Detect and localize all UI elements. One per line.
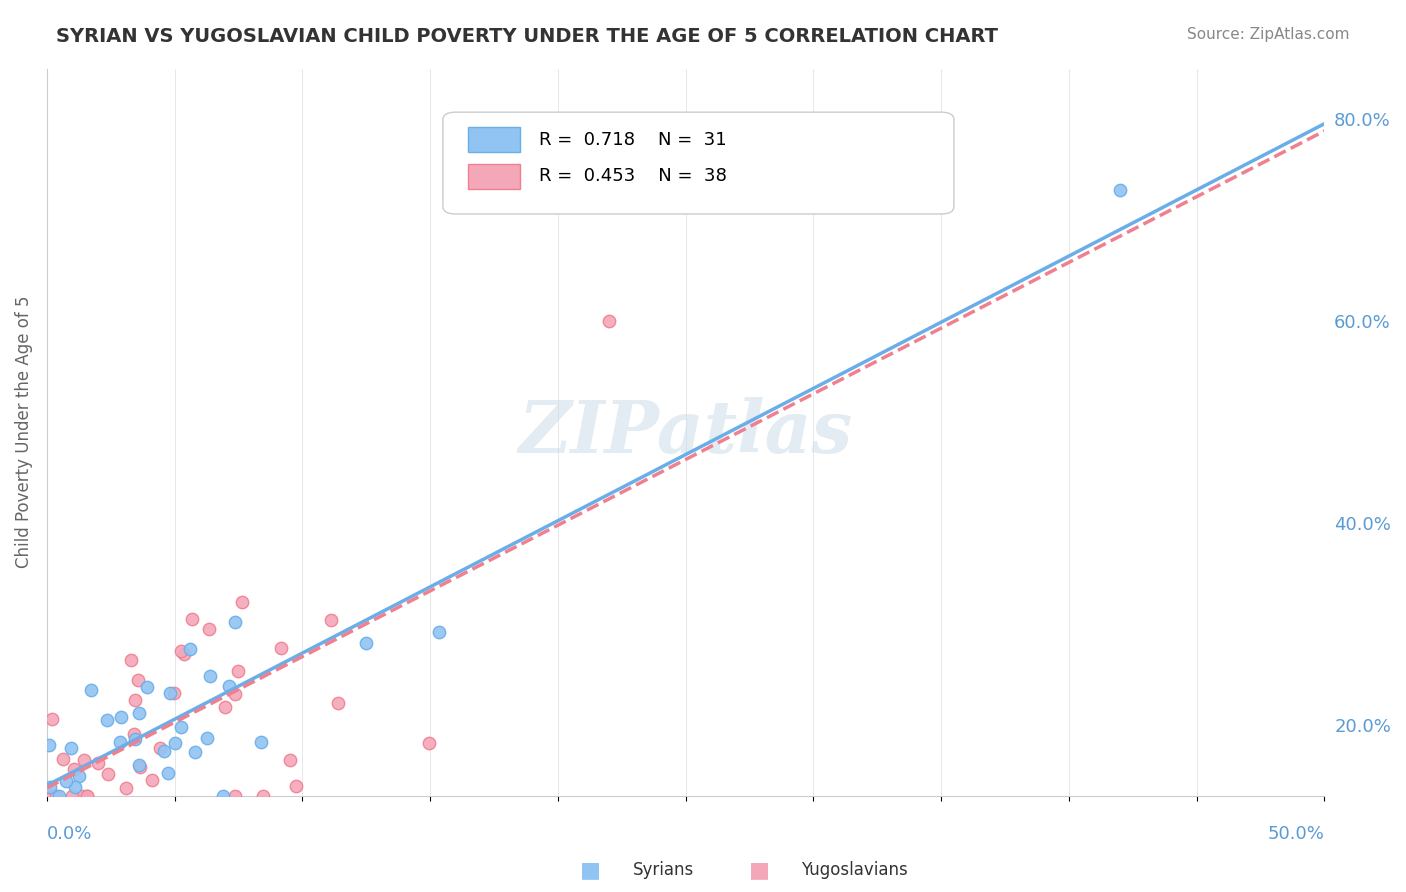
Point	[124, 732, 146, 747]
Point	[427, 624, 450, 639]
Text: Source: ZipAtlas.com: Source: ZipAtlas.com	[1187, 27, 1350, 42]
Point	[87, 756, 110, 771]
Point	[218, 679, 240, 693]
Point	[159, 686, 181, 700]
Text: ■: ■	[749, 860, 769, 880]
Text: SYRIAN VS YUGOSLAVIAN CHILD POVERTY UNDER THE AGE OF 5 CORRELATION CHART: SYRIAN VS YUGOSLAVIAN CHILD POVERTY UNDE…	[56, 27, 998, 45]
Point	[60, 789, 83, 803]
Point	[165, 736, 187, 750]
Point	[183, 745, 205, 759]
Point	[270, 640, 292, 655]
Point	[41, 789, 63, 803]
Point	[224, 687, 246, 701]
Point	[128, 706, 150, 721]
Text: 0.0%: 0.0%	[46, 825, 93, 843]
Point	[110, 710, 132, 724]
Text: Yugoslavians: Yugoslavians	[801, 861, 908, 879]
Point	[173, 647, 195, 661]
Point	[122, 727, 145, 741]
Text: R =  0.718    N =  31: R = 0.718 N = 31	[538, 131, 727, 149]
Point	[129, 760, 152, 774]
Point	[52, 752, 75, 766]
Point	[156, 765, 179, 780]
Point	[96, 713, 118, 727]
Point	[328, 696, 350, 710]
Point	[252, 789, 274, 803]
Point	[1109, 183, 1132, 197]
Point	[418, 736, 440, 750]
Point	[120, 653, 142, 667]
Point	[97, 767, 120, 781]
Point	[214, 700, 236, 714]
Point	[141, 773, 163, 788]
Text: R =  0.453    N =  38: R = 0.453 N = 38	[538, 167, 727, 186]
Point	[76, 789, 98, 803]
Point	[224, 615, 246, 629]
Text: Syrians: Syrians	[633, 861, 695, 879]
Point	[59, 740, 82, 755]
Point	[135, 680, 157, 694]
Point	[170, 720, 193, 734]
Point	[149, 741, 172, 756]
Point	[284, 779, 307, 793]
Text: ZIPatlas: ZIPatlas	[519, 397, 852, 467]
Point	[63, 780, 86, 794]
FancyBboxPatch shape	[443, 112, 953, 214]
Point	[38, 780, 60, 794]
Point	[198, 622, 221, 636]
Point	[55, 773, 77, 788]
Point	[278, 753, 301, 767]
Point	[354, 636, 377, 650]
Point	[115, 781, 138, 796]
Y-axis label: Child Poverty Under the Age of 5: Child Poverty Under the Age of 5	[15, 296, 32, 568]
Text: 50.0%: 50.0%	[1268, 825, 1324, 843]
Point	[319, 613, 342, 627]
Point	[76, 789, 98, 803]
Point	[179, 642, 201, 657]
Point	[181, 612, 204, 626]
Point	[250, 735, 273, 749]
Point	[195, 731, 218, 745]
Point	[163, 685, 186, 699]
Point	[170, 644, 193, 658]
Point	[108, 735, 131, 749]
Point	[67, 769, 90, 783]
FancyBboxPatch shape	[468, 128, 520, 153]
Point	[226, 665, 249, 679]
Point	[41, 712, 63, 726]
Point	[127, 673, 149, 687]
FancyBboxPatch shape	[468, 164, 520, 188]
Point	[70, 789, 93, 803]
Point	[200, 668, 222, 682]
Point	[38, 738, 60, 752]
Point	[231, 595, 253, 609]
Point	[128, 757, 150, 772]
Point	[224, 789, 246, 803]
Point	[212, 789, 235, 803]
Point	[63, 762, 86, 776]
Text: ■: ■	[581, 860, 600, 880]
Point	[153, 744, 176, 758]
Point	[598, 314, 620, 328]
Point	[45, 789, 67, 803]
Point	[124, 692, 146, 706]
Point	[73, 754, 96, 768]
Point	[80, 682, 103, 697]
Point	[48, 789, 70, 803]
